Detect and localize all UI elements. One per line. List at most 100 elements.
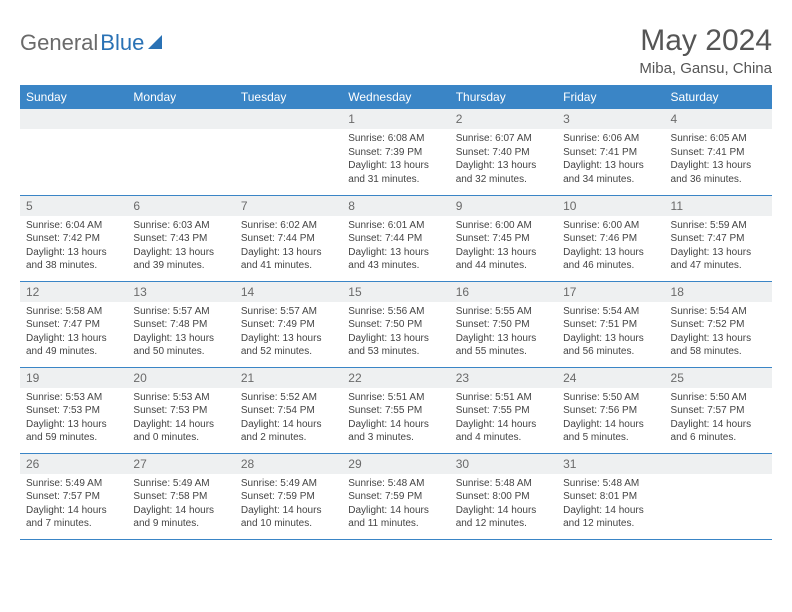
daylight-line-1: Daylight: 14 hours <box>26 504 121 518</box>
calendar-day-cell: 16Sunrise: 5:55 AMSunset: 7:50 PMDayligh… <box>450 281 557 367</box>
day-details: Sunrise: 5:53 AMSunset: 7:53 PMDaylight:… <box>20 388 127 450</box>
sunrise-line: Sunrise: 5:57 AM <box>241 305 336 319</box>
calendar-day-cell: 25Sunrise: 5:50 AMSunset: 7:57 PMDayligh… <box>665 367 772 453</box>
sunset-line: Sunset: 7:59 PM <box>348 490 443 504</box>
calendar-day-cell: 2Sunrise: 6:07 AMSunset: 7:40 PMDaylight… <box>450 109 557 195</box>
calendar-day-cell: 7Sunrise: 6:02 AMSunset: 7:44 PMDaylight… <box>235 195 342 281</box>
sunset-line: Sunset: 7:57 PM <box>26 490 121 504</box>
calendar-empty-cell <box>127 109 234 195</box>
sunset-line: Sunset: 7:54 PM <box>241 404 336 418</box>
daylight-line-2: and 2 minutes. <box>241 431 336 445</box>
day-details: Sunrise: 5:57 AMSunset: 7:48 PMDaylight:… <box>127 302 234 364</box>
calendar-day-cell: 30Sunrise: 5:48 AMSunset: 8:00 PMDayligh… <box>450 453 557 539</box>
day-number: 6 <box>127 196 234 216</box>
day-details: Sunrise: 6:00 AMSunset: 7:45 PMDaylight:… <box>450 216 557 278</box>
sunset-line: Sunset: 7:46 PM <box>563 232 658 246</box>
sunrise-line: Sunrise: 5:53 AM <box>26 391 121 405</box>
calendar-day-cell: 9Sunrise: 6:00 AMSunset: 7:45 PMDaylight… <box>450 195 557 281</box>
day-details: Sunrise: 5:50 AMSunset: 7:57 PMDaylight:… <box>665 388 772 450</box>
header: General Blue May 2024 Miba, Gansu, China <box>20 24 772 77</box>
day-number: 8 <box>342 196 449 216</box>
sunrise-line: Sunrise: 5:48 AM <box>348 477 443 491</box>
sunset-line: Sunset: 7:50 PM <box>456 318 551 332</box>
day-number: 27 <box>127 454 234 474</box>
day-number: 14 <box>235 282 342 302</box>
daylight-line-1: Daylight: 13 hours <box>456 332 551 346</box>
sunset-line: Sunset: 7:39 PM <box>348 146 443 160</box>
daylight-line-1: Daylight: 13 hours <box>348 332 443 346</box>
day-number: 3 <box>557 109 664 129</box>
calendar-day-cell: 11Sunrise: 5:59 AMSunset: 7:47 PMDayligh… <box>665 195 772 281</box>
day-number: 10 <box>557 196 664 216</box>
sunrise-line: Sunrise: 5:51 AM <box>456 391 551 405</box>
sunrise-line: Sunrise: 5:48 AM <box>456 477 551 491</box>
calendar-week-row: 12Sunrise: 5:58 AMSunset: 7:47 PMDayligh… <box>20 281 772 367</box>
day-number: 21 <box>235 368 342 388</box>
daylight-line-1: Daylight: 13 hours <box>671 332 766 346</box>
title-block: May 2024 Miba, Gansu, China <box>639 24 772 77</box>
daylight-line-1: Daylight: 13 hours <box>671 246 766 260</box>
sunrise-line: Sunrise: 6:01 AM <box>348 219 443 233</box>
weekday-header: Tuesday <box>235 85 342 109</box>
weekday-header: Thursday <box>450 85 557 109</box>
daylight-line-1: Daylight: 14 hours <box>241 418 336 432</box>
day-details: Sunrise: 6:04 AMSunset: 7:42 PMDaylight:… <box>20 216 127 278</box>
sunrise-line: Sunrise: 6:02 AM <box>241 219 336 233</box>
day-details: Sunrise: 5:49 AMSunset: 7:58 PMDaylight:… <box>127 474 234 536</box>
day-details: Sunrise: 6:01 AMSunset: 7:44 PMDaylight:… <box>342 216 449 278</box>
day-details: Sunrise: 5:52 AMSunset: 7:54 PMDaylight:… <box>235 388 342 450</box>
calendar-day-cell: 27Sunrise: 5:49 AMSunset: 7:58 PMDayligh… <box>127 453 234 539</box>
sunset-line: Sunset: 7:55 PM <box>456 404 551 418</box>
day-number: 24 <box>557 368 664 388</box>
calendar-day-cell: 21Sunrise: 5:52 AMSunset: 7:54 PMDayligh… <box>235 367 342 453</box>
sunrise-line: Sunrise: 5:59 AM <box>671 219 766 233</box>
day-number: 29 <box>342 454 449 474</box>
day-number: 20 <box>127 368 234 388</box>
sunset-line: Sunset: 7:40 PM <box>456 146 551 160</box>
daylight-line-1: Daylight: 14 hours <box>133 418 228 432</box>
sunrise-line: Sunrise: 6:06 AM <box>563 132 658 146</box>
sunset-line: Sunset: 7:41 PM <box>563 146 658 160</box>
day-details: Sunrise: 5:55 AMSunset: 7:50 PMDaylight:… <box>450 302 557 364</box>
sunset-line: Sunset: 7:58 PM <box>133 490 228 504</box>
day-number: 4 <box>665 109 772 129</box>
day-details: Sunrise: 6:08 AMSunset: 7:39 PMDaylight:… <box>342 129 449 191</box>
weekday-header: Wednesday <box>342 85 449 109</box>
day-details: Sunrise: 6:02 AMSunset: 7:44 PMDaylight:… <box>235 216 342 278</box>
calendar-day-cell: 10Sunrise: 6:00 AMSunset: 7:46 PMDayligh… <box>557 195 664 281</box>
logo-text-blue: Blue <box>100 30 144 56</box>
calendar-day-cell: 26Sunrise: 5:49 AMSunset: 7:57 PMDayligh… <box>20 453 127 539</box>
sunrise-line: Sunrise: 5:58 AM <box>26 305 121 319</box>
calendar-day-cell: 4Sunrise: 6:05 AMSunset: 7:41 PMDaylight… <box>665 109 772 195</box>
daylight-line-1: Daylight: 13 hours <box>671 159 766 173</box>
day-details: Sunrise: 5:49 AMSunset: 7:59 PMDaylight:… <box>235 474 342 536</box>
day-details: Sunrise: 6:00 AMSunset: 7:46 PMDaylight:… <box>557 216 664 278</box>
daylight-line-2: and 4 minutes. <box>456 431 551 445</box>
daylight-line-1: Daylight: 14 hours <box>456 418 551 432</box>
day-details: Sunrise: 6:06 AMSunset: 7:41 PMDaylight:… <box>557 129 664 191</box>
calendar-day-cell: 24Sunrise: 5:50 AMSunset: 7:56 PMDayligh… <box>557 367 664 453</box>
daylight-line-1: Daylight: 14 hours <box>348 504 443 518</box>
day-number: 13 <box>127 282 234 302</box>
daylight-line-1: Daylight: 13 hours <box>456 246 551 260</box>
weekday-header: Friday <box>557 85 664 109</box>
day-details: Sunrise: 6:05 AMSunset: 7:41 PMDaylight:… <box>665 129 772 191</box>
daylight-line-1: Daylight: 13 hours <box>26 418 121 432</box>
logo-text-general: General <box>20 30 98 56</box>
weekday-header: Saturday <box>665 85 772 109</box>
sunrise-line: Sunrise: 6:07 AM <box>456 132 551 146</box>
calendar-day-cell: 29Sunrise: 5:48 AMSunset: 7:59 PMDayligh… <box>342 453 449 539</box>
day-number: 18 <box>665 282 772 302</box>
calendar-week-row: 19Sunrise: 5:53 AMSunset: 7:53 PMDayligh… <box>20 367 772 453</box>
sunset-line: Sunset: 7:57 PM <box>671 404 766 418</box>
calendar-day-cell: 14Sunrise: 5:57 AMSunset: 7:49 PMDayligh… <box>235 281 342 367</box>
weekday-header-row: SundayMondayTuesdayWednesdayThursdayFrid… <box>20 85 772 109</box>
daylight-line-2: and 41 minutes. <box>241 259 336 273</box>
daylight-line-1: Daylight: 13 hours <box>563 246 658 260</box>
sunrise-line: Sunrise: 6:04 AM <box>26 219 121 233</box>
sunset-line: Sunset: 7:51 PM <box>563 318 658 332</box>
day-details: Sunrise: 5:48 AMSunset: 7:59 PMDaylight:… <box>342 474 449 536</box>
sunset-line: Sunset: 7:42 PM <box>26 232 121 246</box>
calendar-day-cell: 31Sunrise: 5:48 AMSunset: 8:01 PMDayligh… <box>557 453 664 539</box>
daylight-line-2: and 34 minutes. <box>563 173 658 187</box>
